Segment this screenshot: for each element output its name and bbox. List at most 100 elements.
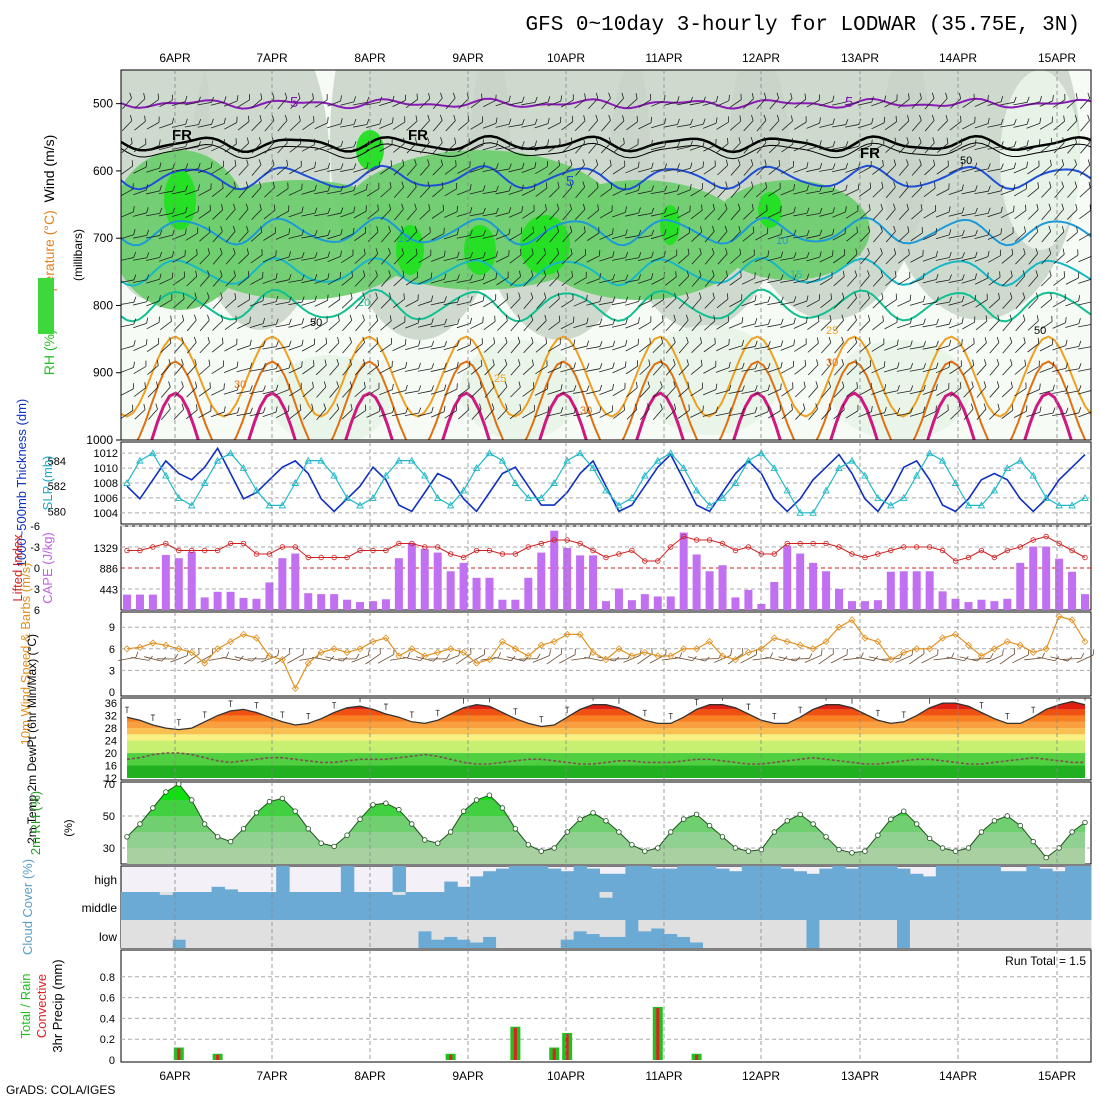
wind-barb-flag: [392, 383, 394, 390]
cloud-bar: [897, 868, 911, 892]
wind-barb-shaft: [121, 120, 133, 132]
wind-barb-shaft: [471, 387, 482, 398]
wind-barb-flag: [416, 93, 418, 100]
wind-barb-shaft: [833, 409, 845, 420]
surface-barb-shaft: [221, 656, 240, 661]
wind-barb-flag: [1065, 362, 1069, 369]
rh-marker: [693, 811, 700, 818]
wind-barb-flag: [687, 248, 690, 255]
wind-barb-shaft: [949, 344, 962, 352]
wind-barb-flag: [1039, 96, 1042, 102]
wind-barb-flag: [350, 292, 353, 299]
slp-marker: [1016, 456, 1025, 464]
wind-barb-flag: [806, 229, 810, 236]
wind-barb-shaft: [690, 365, 703, 375]
cloud-gap: [909, 920, 924, 948]
wind-barb-shaft: [562, 164, 573, 176]
wind-barb-flag: [1077, 249, 1079, 256]
cloud-gap: [664, 920, 678, 934]
rh-marker: [1043, 854, 1049, 861]
wind-barb: [146, 116, 160, 130]
wind-barb: [391, 407, 409, 417]
wind-barb-flag: [247, 115, 250, 122]
wind-barb: [394, 225, 404, 243]
wind-barb: [301, 138, 316, 152]
wind-barb: [159, 315, 172, 331]
wind-barb: [909, 385, 926, 395]
wind-barb-shaft: [379, 144, 393, 152]
wind-barb: [652, 359, 663, 376]
wind-barb-flag: [767, 227, 769, 234]
wind-barb-shaft: [678, 342, 689, 354]
cloud-bar: [690, 892, 704, 920]
cloud-bar: [664, 934, 678, 948]
slp-marker: [1042, 493, 1050, 501]
cloud-bar: [521, 866, 536, 892]
wind-barb-shaft: [846, 342, 858, 354]
wind-barb-flag: [258, 137, 262, 143]
wind-barb: [495, 250, 510, 263]
wind-barb: [1041, 225, 1052, 243]
wind-barb-flag: [1039, 117, 1042, 124]
slp-marker: [239, 464, 248, 472]
wind-barb: [1065, 295, 1081, 307]
wind-barb-shaft: [186, 320, 197, 332]
wind-barb: [444, 160, 457, 175]
wind-barb-shaft: [277, 97, 288, 110]
wind-barb-flag: [559, 138, 561, 145]
surface-barb-shaft: [687, 656, 706, 662]
wind-barb-shaft: [264, 98, 275, 110]
wind-barb-shaft: [975, 320, 988, 331]
surface-barb-shaft: [274, 653, 291, 665]
wind-barb-flag: [804, 359, 807, 366]
wind-barb-flag: [444, 384, 447, 391]
wind-barb-flag: [569, 225, 573, 232]
wind-barb-shaft: [1026, 366, 1040, 374]
wind-barb: [961, 162, 978, 173]
li-marker: [370, 547, 376, 554]
wind-barb-shaft: [509, 276, 521, 287]
wind-barb: [898, 181, 909, 198]
wind-barb-flag: [401, 248, 405, 254]
wind-marker: [175, 645, 183, 653]
wind-barb: [780, 296, 797, 306]
cloud-gap: [470, 920, 484, 943]
wind-barb-flag: [208, 359, 211, 366]
wind-barb-shaft: [482, 145, 497, 151]
wind-barb: [301, 252, 318, 261]
wind-barb-flag: [404, 116, 406, 123]
wind-barb-flag: [248, 293, 250, 300]
wind-barb: [833, 270, 845, 287]
isotherm-label: 10: [776, 235, 788, 247]
wind-barb: [948, 184, 964, 195]
wind-barb: [976, 381, 987, 398]
wind-barb: [949, 338, 963, 352]
wind-barb-shaft: [159, 100, 173, 107]
wind-barb-flag: [806, 295, 809, 302]
wind-barb-shaft: [690, 388, 703, 397]
slp-marker: [265, 501, 274, 509]
wind-barb-shaft: [171, 146, 186, 150]
wind-barb-flag: [737, 203, 741, 210]
wind-barb-shaft: [508, 146, 523, 150]
wind-barb-shaft: [624, 212, 639, 217]
wind-barb-shaft: [301, 212, 316, 217]
wind-barb: [288, 274, 305, 283]
wind-barb: [935, 229, 952, 240]
wind-barb-flag: [883, 138, 885, 145]
li-marker: [201, 547, 208, 554]
wind-barb: [793, 229, 810, 239]
wind-barb: [523, 248, 534, 265]
wind-barb: [1026, 360, 1040, 374]
cloud-bar: [496, 892, 510, 920]
wind-barb-shaft: [754, 368, 769, 372]
wind-barb-flag: [971, 381, 974, 388]
wind-barb-shaft: [743, 142, 754, 154]
wind-barb: [327, 207, 344, 217]
wind-barb-flag: [481, 338, 483, 345]
wind-barb-flag: [726, 137, 729, 144]
wind-marker: [1081, 638, 1089, 646]
wind-barb: [755, 227, 769, 241]
wind-barb-flag: [185, 185, 188, 192]
wind-barb-flag: [660, 403, 663, 410]
